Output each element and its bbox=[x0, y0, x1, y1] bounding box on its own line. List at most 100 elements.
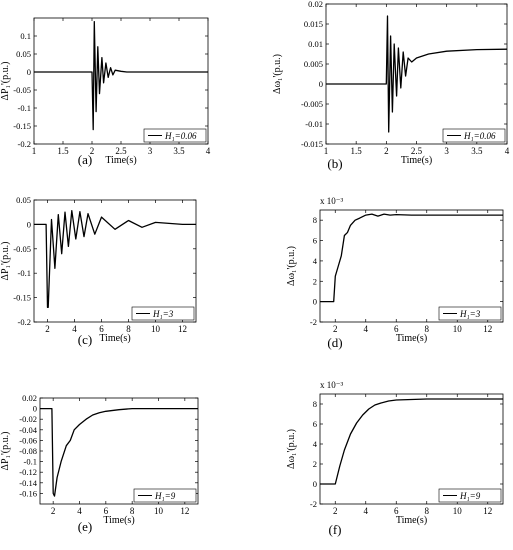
y-tick-label: 0 bbox=[313, 479, 317, 489]
y-axis-label: Δω₁'(p.u.) bbox=[286, 429, 297, 469]
chart-svg-b: 1 1.5 2 2.5 3 3.5 4 -0.015 -0.01 -0.005 0 0.005 0.01… bbox=[272, 0, 510, 166]
x-tick-label: 2 bbox=[45, 324, 50, 334]
y-tick-label: -0.04 bbox=[19, 425, 37, 435]
x-axis-label: Time(s) bbox=[401, 155, 432, 166]
x-tick-label: 2 bbox=[384, 146, 389, 156]
y-tick-label: 0 bbox=[27, 219, 31, 229]
y-tick-label: -0.05 bbox=[13, 85, 31, 95]
y-tick-label: -0.1 bbox=[24, 457, 37, 467]
chart-panel-f: 2 4 6 8 10 12 -2 0 2 4 6 8 Time(s) Δω₁'(p.u.) x 10⁻³ H₁… bbox=[268, 372, 513, 545]
x-tick-label: 12 bbox=[178, 324, 187, 334]
y-axis-label: Δω₁'(p.u.) bbox=[286, 246, 297, 286]
y-tick-label: -0.16 bbox=[19, 488, 37, 498]
plot-frame bbox=[33, 17, 209, 145]
y-tick-label: 6 bbox=[313, 419, 317, 429]
x-axis-label: Time(s) bbox=[396, 515, 427, 526]
y-tick-label: -2 bbox=[310, 317, 317, 327]
y-tick-label: -0.12 bbox=[19, 467, 37, 477]
chart-panel-c: 2 4 6 8 10 12 -0.2 -0.15 -0.1 -0.05 0 0.05 Time(s) ΔP… bbox=[0, 188, 220, 363]
y-tick-label: -0.015 bbox=[301, 139, 323, 149]
x-tick-label: 2 bbox=[333, 506, 338, 516]
x-tick-label: 2.5 bbox=[411, 146, 423, 156]
chart-panel-b: 1 1.5 2 2.5 3 3.5 4 -0.015 -0.01 -0.005 0 0.005 0.01… bbox=[268, 0, 513, 175]
panel-caption: (b) bbox=[327, 156, 343, 171]
x-tick-label: 2 bbox=[333, 324, 338, 334]
x-tick-label: 1.5 bbox=[351, 146, 363, 156]
x-tick-label: 2 bbox=[90, 146, 95, 156]
y-tick-label: 0.005 bbox=[304, 59, 323, 69]
chart-svg-a: 1 1.5 2 2.5 3 3.5 4 -0.2 -0.15 -0.1 -0.05 0 0.05 0.1 T… bbox=[0, 17, 211, 166]
plot-frame bbox=[319, 209, 504, 323]
legend-box bbox=[133, 488, 197, 503]
legend-label: H₁=3 bbox=[152, 309, 174, 319]
x-axis-label: Time(s) bbox=[105, 155, 136, 166]
chart-svg-e: 2 4 6 8 10 12-0.16-0.14-0.12-0.1-0.08-0.06-0.… bbox=[0, 393, 199, 526]
x-tick-label: 8 bbox=[126, 324, 131, 334]
x-tick-label: 8 bbox=[425, 506, 430, 516]
y-tick-label: 0 bbox=[319, 79, 323, 89]
y-tick-label: -0.15 bbox=[13, 121, 31, 131]
series-line bbox=[40, 407, 198, 497]
x-tick-label: 3.5 bbox=[471, 146, 483, 156]
y-tick-label: -0.1 bbox=[18, 268, 31, 278]
x-tick-label: 8 bbox=[130, 506, 135, 516]
y-axis-exponent: x 10⁻³ bbox=[320, 196, 344, 206]
y-tick-label: 4 bbox=[313, 439, 318, 449]
y-tick-label: -0.02 bbox=[19, 414, 37, 424]
y-tick-label: 8 bbox=[313, 215, 317, 225]
y-tick-label: 8 bbox=[313, 399, 317, 409]
y-axis-exponent: x 10⁻³ bbox=[320, 380, 344, 390]
y-tick-label: -0.14 bbox=[19, 478, 37, 488]
y-axis-label: ΔP₁'(p.u.) bbox=[0, 62, 11, 101]
legend-label: H₁=9 bbox=[154, 491, 176, 501]
x-tick-label: 3 bbox=[444, 146, 449, 156]
y-axis-label: ΔP₁'(p.u.) bbox=[0, 432, 11, 471]
x-tick-label: 12 bbox=[180, 506, 189, 516]
chart-svg-c: 2 4 6 8 10 12 -0.2 -0.15 -0.1 -0.05 0 0.05 Time(s) ΔP… bbox=[0, 195, 197, 344]
y-tick-label: -0.15 bbox=[13, 293, 31, 303]
y-tick-label: -0.06 bbox=[19, 435, 37, 445]
x-tick-label: 10 bbox=[453, 506, 463, 516]
chart-panel-e: 2 4 6 8 10 12 -0.16 -0.14 -0.12 -0.1 -0.08 -0.06 -0.… bbox=[0, 372, 220, 545]
legend-box bbox=[438, 488, 502, 503]
x-axis-label: Time(s) bbox=[103, 515, 134, 526]
x-axis-label: Time(s) bbox=[99, 333, 130, 344]
legend-label: H₁=3 bbox=[459, 309, 481, 319]
series-line bbox=[326, 15, 508, 133]
y-tick-label: 6 bbox=[313, 236, 317, 246]
chart-panel-d: 2 4 6 8 10 12 -2 0 2 4 6 8 Time(s) Δω₁'(p.u.) x 10⁻³ H₁… bbox=[268, 188, 513, 363]
panel-caption: (f) bbox=[328, 522, 342, 537]
x-axis-label: Time(s) bbox=[396, 333, 427, 344]
series-line bbox=[34, 20, 208, 131]
x-tick-label: 6 bbox=[99, 324, 104, 334]
x-tick-label: 12 bbox=[483, 324, 492, 334]
y-tick-label: -0.005 bbox=[301, 99, 323, 109]
chart-panel-a: 1 1.5 2 2.5 3 3.5 4 -0.2 -0.15 -0.1 -0.05 0 0.05 0.1 T… bbox=[0, 0, 220, 175]
y-tick-label: 0.01 bbox=[308, 39, 323, 49]
legend-box bbox=[143, 128, 207, 143]
y-tick-label: -0.2 bbox=[18, 317, 31, 327]
series-line bbox=[320, 213, 503, 303]
x-tick-label: 12 bbox=[483, 506, 492, 516]
panel-caption: (d) bbox=[327, 335, 343, 350]
x-tick-label: 6 bbox=[104, 506, 109, 516]
legend-box bbox=[442, 128, 506, 143]
y-axis-label: Δω₁'(p.u.) bbox=[272, 54, 283, 94]
x-tick-label: 4 bbox=[364, 324, 369, 334]
y-tick-label: -0.08 bbox=[19, 446, 37, 456]
legend-box bbox=[438, 306, 502, 321]
x-tick-label: 10 bbox=[154, 506, 164, 516]
x-tick-label: 4 bbox=[364, 506, 369, 516]
y-tick-label: 4 bbox=[313, 256, 318, 266]
y-tick-label: -0.01 bbox=[305, 119, 323, 129]
x-tick-label: 4 bbox=[77, 506, 82, 516]
x-tick-label: 6 bbox=[394, 506, 399, 516]
x-tick-label: 10 bbox=[453, 324, 463, 334]
y-tick-label: 0.02 bbox=[22, 393, 37, 403]
panel-caption: (c) bbox=[77, 332, 93, 347]
legend-box bbox=[131, 306, 195, 321]
y-tick-label: 0 bbox=[313, 297, 317, 307]
x-tick-label: 8 bbox=[425, 324, 430, 334]
